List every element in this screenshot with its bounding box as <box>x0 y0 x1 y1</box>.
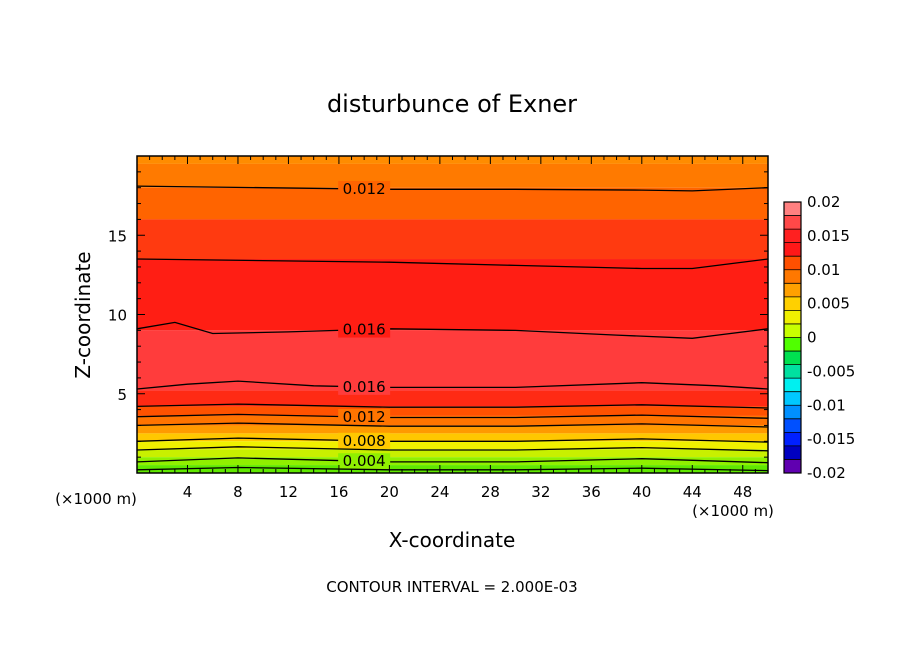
colorbar-tick-label-5: -0.005 <box>807 362 855 380</box>
contour-label-bg-5 <box>338 408 391 425</box>
colorbar-tick-label-6: -0.01 <box>807 396 846 414</box>
color-band-8 <box>137 415 768 426</box>
y-tick-label-5: 5 <box>117 386 127 404</box>
x-unit-label: (×1000 m) <box>692 502 774 520</box>
colorbar-swatch-17 <box>784 432 801 447</box>
colorbar-swatch-3 <box>784 242 801 257</box>
contour-label-bg-3 <box>338 378 391 395</box>
y-tick-label-10: 10 <box>108 307 127 325</box>
colorbar-swatch-2 <box>784 229 801 243</box>
contour-line-0 <box>136 185 769 192</box>
colorbar-swatch-6 <box>784 283 801 298</box>
x-tick-label-20: 20 <box>380 483 399 501</box>
x-tick-label-16: 16 <box>329 483 348 501</box>
x-tick-label-48: 48 <box>733 483 752 501</box>
colorbar-tick-label-0: 0.02 <box>807 193 840 211</box>
colorbar-swatch-13 <box>784 378 801 392</box>
x-axis: 4 8 12 16 20 24 28 32 36 40 44 48 <box>183 483 753 501</box>
colorbar-swatch-8 <box>784 310 801 325</box>
x-tick-label-24: 24 <box>430 483 449 501</box>
colorbar-swatch-5 <box>784 269 801 284</box>
contour-line-9 <box>136 457 769 464</box>
colorbar-swatch-12 <box>784 364 801 379</box>
color-band-13 <box>137 457 768 466</box>
contour-label-7: 0.008 <box>343 432 386 450</box>
contour-line-2 <box>136 321 769 339</box>
colorbar-swatch-10 <box>784 337 801 352</box>
colorbar-swatch-18 <box>784 445 801 460</box>
contour-label-bg-9 <box>338 453 391 470</box>
x-axis-label: X-coordinate <box>389 528 516 552</box>
y-axis-label: Z-coordinate <box>71 251 95 378</box>
colorbar-tick-label-3: 0.005 <box>807 295 850 313</box>
x-tick-label-44: 44 <box>683 483 702 501</box>
y-axis: 5 10 15 <box>108 227 127 404</box>
colorbar-tick-label-4: 0 <box>807 329 817 347</box>
contour-line-1 <box>136 258 769 270</box>
contour-line-4 <box>136 403 769 409</box>
colorbar-swatch-19 <box>784 459 801 474</box>
color-band-9 <box>137 425 768 434</box>
color-band-7 <box>137 406 768 416</box>
contour-label-0: 0.012 <box>343 180 386 198</box>
contour-label-9: 0.004 <box>343 452 386 470</box>
color-band-3 <box>137 219 768 260</box>
chart-title: disturbunce of Exner <box>327 90 577 118</box>
x-tick-label-12: 12 <box>279 483 298 501</box>
color-band-6 <box>137 390 768 407</box>
contour-label-3: 0.016 <box>343 378 386 396</box>
colorbar: 0.02 0.015 0.01 0.005 0 -0.005 -0.01 -0.015 -0.0… <box>783 193 855 482</box>
contour-line-5 <box>136 413 769 419</box>
color-band-1 <box>137 163 768 188</box>
colorbar-tick-label-8: -0.02 <box>807 464 846 482</box>
color-band-2 <box>137 187 768 220</box>
x-tick-label-4: 4 <box>183 483 193 501</box>
contour-interval-note: CONTOUR INTERVAL = 2.000E-03 <box>326 578 577 596</box>
color-band-10 <box>137 433 768 442</box>
colorbar-tick-label-7: -0.015 <box>807 430 855 448</box>
colorbar-tick-label-2: 0.01 <box>807 261 840 279</box>
contour-line-6 <box>136 422 769 428</box>
contour-label-bg-7 <box>338 432 391 449</box>
colorbar-swatch-0 <box>784 202 801 216</box>
contour-line-8 <box>136 446 769 452</box>
plot-area: 0.012 0.016 0.016 0.012 0.008 0.004 <box>136 155 769 474</box>
contour-label-2: 0.016 <box>343 321 386 339</box>
contour-label-5: 0.012 <box>343 408 386 426</box>
colorbar-swatch-16 <box>784 418 801 433</box>
color-band-11 <box>137 441 768 450</box>
contour-label-bg-2 <box>338 321 391 338</box>
colorbar-swatch-9 <box>784 323 801 338</box>
colorbar-swatch-7 <box>784 296 801 311</box>
x-tick-label-32: 32 <box>531 483 550 501</box>
x-tick-label-40: 40 <box>632 483 651 501</box>
colorbar-swatch-4 <box>784 256 801 271</box>
x-tick-label-28: 28 <box>481 483 500 501</box>
colorbar-tick-label-1: 0.015 <box>807 227 850 245</box>
x-tick-label-36: 36 <box>582 483 601 501</box>
colorbar-swatch-14 <box>784 391 801 406</box>
colorbar-swatch-15 <box>784 405 801 420</box>
colorbar-swatch-1 <box>784 215 801 230</box>
colorbar-frame <box>783 201 802 474</box>
contour-label-bg-0 <box>338 180 391 197</box>
contour-line-7 <box>136 437 769 443</box>
z-unit-label: (×1000 m) <box>55 490 137 508</box>
color-band-4 <box>137 259 768 331</box>
y-tick-label-15: 15 <box>108 227 127 245</box>
colorbar-swatch-11 <box>784 351 801 365</box>
color-band-5 <box>137 330 768 391</box>
color-band-12 <box>137 449 768 458</box>
x-tick-label-8: 8 <box>233 483 243 501</box>
